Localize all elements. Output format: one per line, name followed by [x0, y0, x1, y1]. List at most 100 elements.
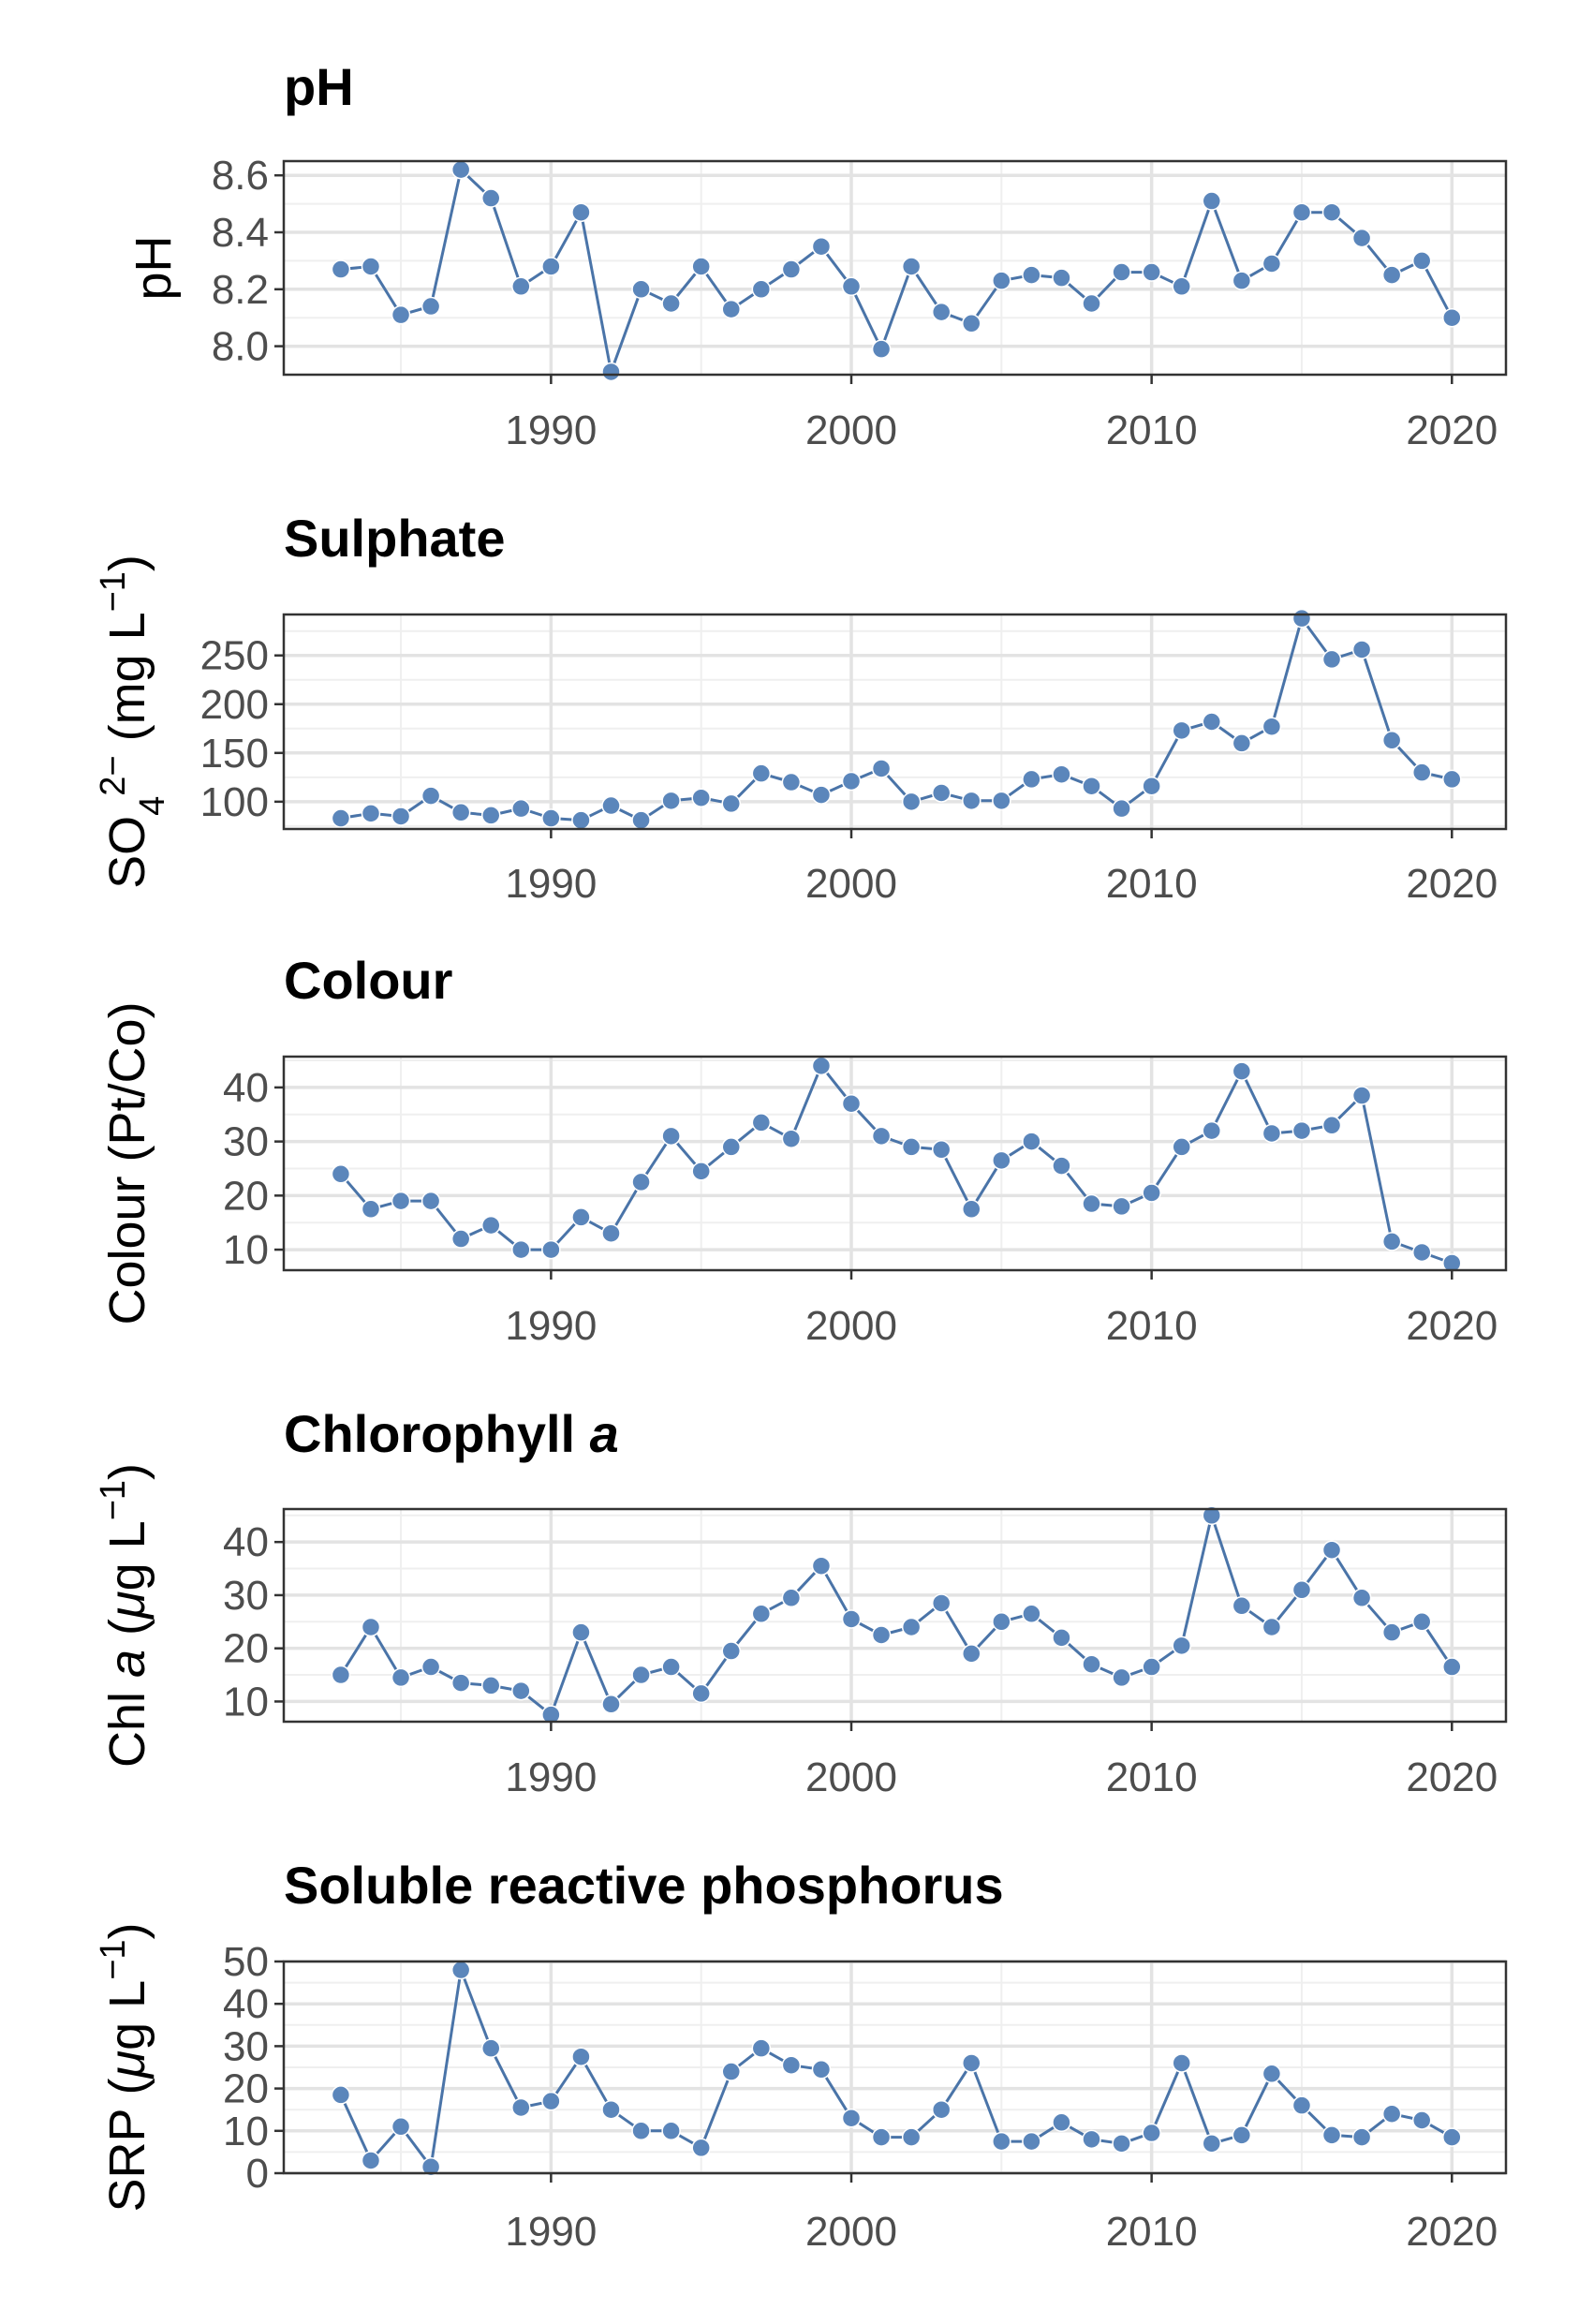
panel-border	[282, 613, 1508, 831]
data-point	[631, 2121, 651, 2141]
data-point	[841, 2108, 862, 2128]
data-point	[601, 1695, 621, 1714]
data-point	[1262, 717, 1282, 736]
data-point	[1112, 262, 1131, 282]
data-point	[1411, 2110, 1432, 2130]
data-point	[450, 1673, 471, 1693]
data-point	[781, 2055, 802, 2075]
data-point	[511, 276, 531, 297]
data-point	[1411, 1612, 1432, 1632]
y-tick-label: 150	[200, 731, 269, 777]
data-point	[1082, 293, 1101, 314]
data-point	[661, 293, 681, 314]
data-point	[450, 803, 471, 822]
data-point	[751, 1113, 772, 1132]
data-point	[901, 2127, 922, 2147]
data-point	[901, 792, 922, 812]
panel-title: Colour	[284, 951, 452, 1010]
x-tick-label: 1990	[505, 407, 597, 453]
y-axis-label: pH	[125, 235, 182, 300]
data-point	[1202, 191, 1222, 211]
panel-title: Chlorophyll a	[284, 1404, 619, 1463]
data-point	[1321, 1540, 1342, 1560]
data-point	[721, 1641, 742, 1661]
data-point	[1262, 1617, 1282, 1637]
panel-3: 10 20 30 40 1990 2000 2010 2020 Colour Colour (Pt…	[99, 951, 1508, 1349]
data-point	[571, 1207, 591, 1227]
data-point	[601, 1223, 621, 1243]
data-point	[1112, 2134, 1131, 2154]
data-point	[1022, 1132, 1041, 1151]
data-point	[1381, 1232, 1402, 1251]
x-tick-label: 2010	[1106, 861, 1198, 907]
data-point	[661, 1657, 681, 1677]
data-point	[1112, 798, 1131, 819]
data-point	[1172, 1636, 1191, 1656]
y-tick-label: 8.6	[212, 153, 269, 199]
data-point	[541, 808, 561, 828]
x-tick-label: 2000	[805, 861, 897, 907]
data-point	[421, 1191, 441, 1211]
x-tick-label: 2000	[805, 2209, 897, 2255]
data-point	[781, 259, 802, 279]
panel-title: pH	[284, 57, 354, 116]
data-point	[721, 793, 742, 814]
data-point	[1291, 1580, 1312, 1600]
x-tick-label: 1990	[505, 1303, 597, 1349]
y-tick-label: 20	[223, 2066, 269, 2112]
series-line	[339, 1064, 1453, 1265]
y-tick-label: 30	[223, 1119, 269, 1165]
y-tick-label: 0	[246, 2151, 269, 2197]
y-tick-label: 40	[223, 1981, 269, 2027]
data-point	[631, 810, 651, 830]
data-point	[331, 1164, 351, 1184]
data-point	[871, 1126, 892, 1147]
data-point	[1321, 649, 1342, 670]
data-point	[871, 2127, 892, 2147]
data-point	[751, 2038, 772, 2058]
y-tick-label: 10	[223, 1679, 269, 1724]
y-tick-label: 20	[223, 1173, 269, 1219]
data-point	[661, 791, 681, 811]
data-point	[841, 771, 862, 792]
data-point	[571, 1622, 591, 1642]
data-point	[691, 2138, 711, 2158]
data-point	[1052, 764, 1071, 784]
data-point	[661, 2121, 681, 2141]
data-point	[1082, 1193, 1101, 1214]
data-point	[450, 1960, 471, 1980]
data-point	[361, 2151, 381, 2170]
data-point	[1202, 2134, 1222, 2154]
x-tick-label: 2020	[1406, 861, 1498, 907]
panel-border	[282, 1507, 1508, 1724]
data-point	[1411, 251, 1432, 271]
y-tick-label: 200	[200, 682, 269, 728]
data-point	[751, 1604, 772, 1624]
data-point	[421, 786, 441, 806]
data-point	[811, 785, 832, 805]
data-point	[1411, 1242, 1432, 1263]
data-point	[1442, 2127, 1462, 2147]
y-tick-label: 10	[223, 2109, 269, 2154]
data-point	[480, 1676, 501, 1695]
data-point	[721, 2062, 742, 2081]
data-point	[1381, 2104, 1402, 2124]
data-point	[1442, 307, 1462, 328]
data-point	[450, 1229, 471, 1249]
x-tick-label: 2020	[1406, 1303, 1498, 1349]
x-tick-label: 2010	[1106, 1303, 1198, 1349]
data-point	[1351, 2127, 1372, 2147]
x-tick-label: 2010	[1106, 1754, 1198, 1800]
data-point	[1202, 1120, 1222, 1141]
panel-border	[282, 1055, 1508, 1272]
data-point	[1351, 1086, 1372, 1105]
data-point	[1202, 712, 1222, 732]
data-point	[691, 788, 711, 807]
series-line	[339, 1968, 1454, 2169]
data-point	[871, 1625, 892, 1645]
data-point	[901, 257, 922, 276]
data-point	[1291, 608, 1312, 629]
data-point	[571, 2047, 591, 2066]
data-point	[1052, 2112, 1071, 2133]
y-axis-label: SO42− (mg L−1)	[94, 555, 172, 889]
